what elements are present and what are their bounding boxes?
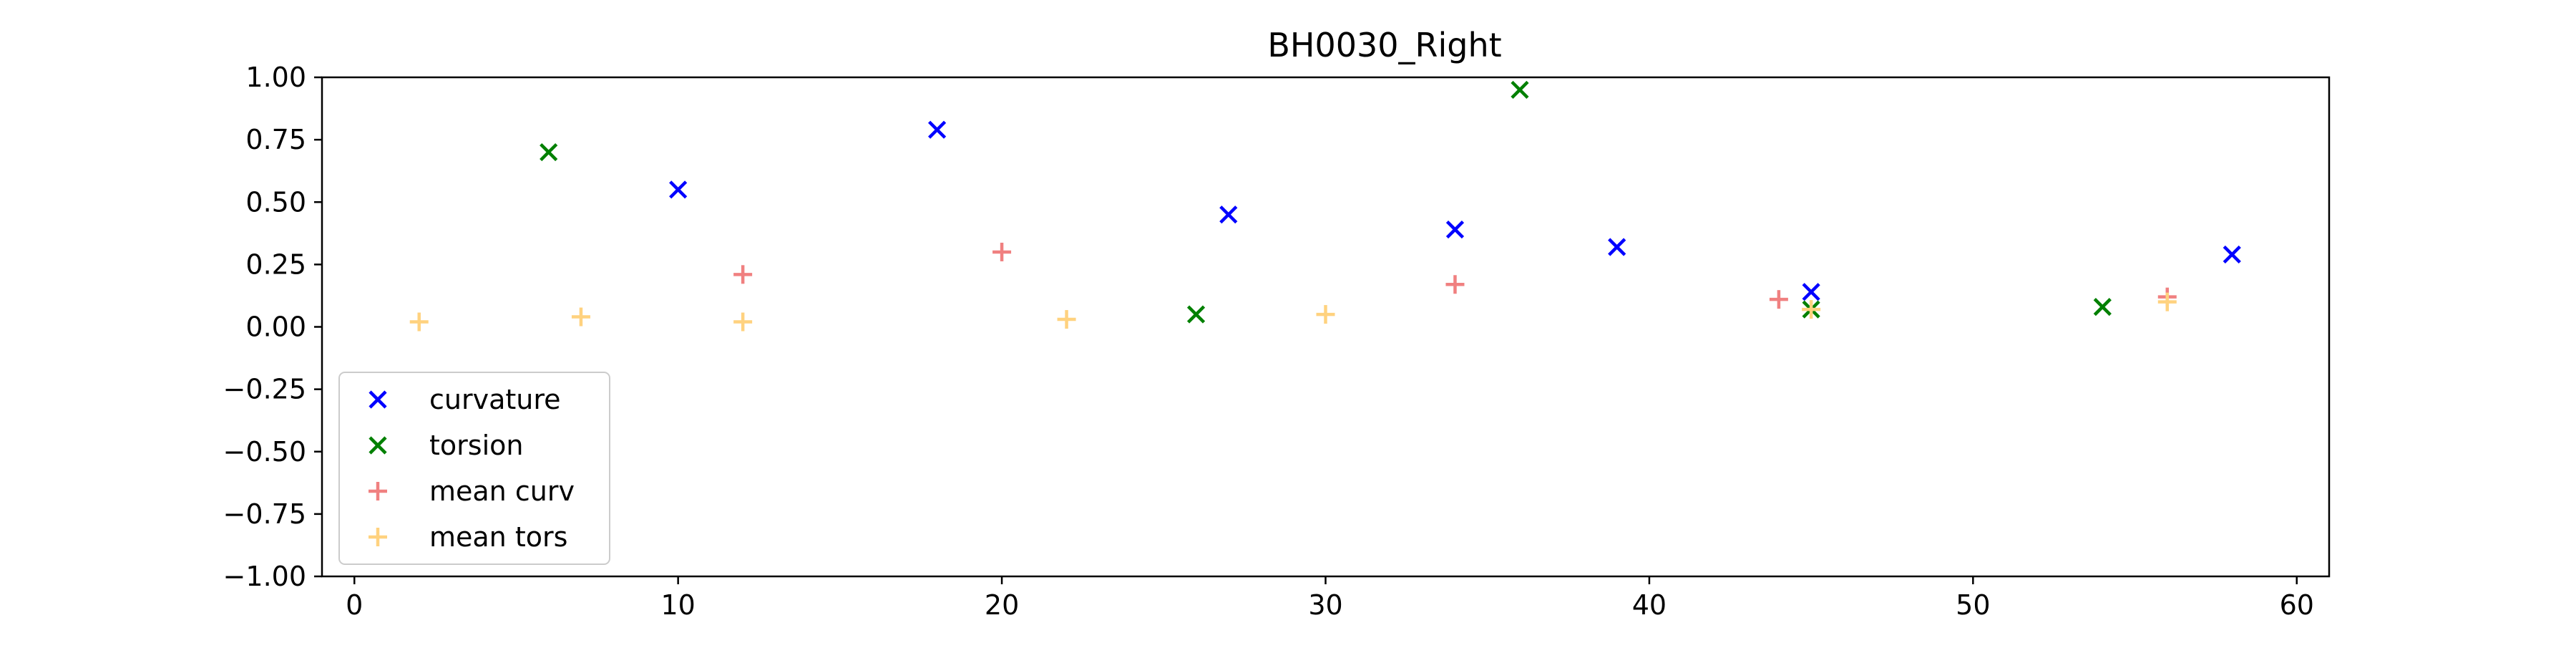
y-tick-label: −0.25 <box>223 374 306 405</box>
point-curvature <box>1445 220 1465 239</box>
plot-frame <box>321 76 2331 578</box>
data-marks <box>409 80 2241 332</box>
marker-stroke <box>1445 220 1465 239</box>
marker-stroke <box>1802 283 1820 301</box>
point-mean-curv <box>733 265 753 284</box>
legend-box <box>338 372 610 565</box>
x-tick-label: 10 <box>660 589 695 621</box>
point-torsion <box>1186 305 1206 324</box>
marker-stroke <box>540 142 558 162</box>
y-tick-label: 0.75 <box>245 124 306 155</box>
axes: 0 10 20 30 40 50 60 1.00 0.75 0.50 0.25 0.00 −0.25 −0… <box>223 62 2331 621</box>
y-tick-label: −0.75 <box>223 498 306 530</box>
legend-marker <box>369 482 387 500</box>
marker-stroke <box>1608 238 1626 256</box>
marker-stroke <box>2223 245 2241 264</box>
point-curvature <box>1608 238 1626 256</box>
point-curvature <box>2223 245 2241 264</box>
y-tick-label: 0.25 <box>245 248 306 280</box>
legend-label: mean tors <box>429 521 567 553</box>
point-mean-curv <box>1445 275 1465 294</box>
point-curvature <box>928 120 947 139</box>
point-torsion <box>2093 298 2112 316</box>
marker-stroke <box>369 436 387 455</box>
legend: curvature torsion mean curv mean tors <box>338 372 610 565</box>
marker-stroke <box>669 180 688 199</box>
x-tick-label: 40 <box>1632 589 1667 621</box>
point-mean-tors <box>733 312 753 332</box>
legend-marker <box>369 528 387 546</box>
legend-label: mean curv <box>429 475 575 507</box>
marker-stroke <box>1219 205 1238 224</box>
point-mean-tors <box>1316 305 1335 324</box>
marker-stroke <box>2093 298 2112 316</box>
point-mean-curv <box>1769 290 1788 309</box>
marker-stroke <box>1511 80 1529 100</box>
x-tick-label: 20 <box>985 589 1019 621</box>
point-mean-tors <box>2157 292 2177 311</box>
marker-stroke <box>369 390 387 409</box>
point-mean-tors <box>571 307 590 327</box>
legend-marker <box>369 390 387 409</box>
y-tick-label: 0.00 <box>245 311 306 343</box>
x-tick-label: 30 <box>1308 589 1342 621</box>
point-curvature <box>1802 283 1820 301</box>
y-tick-label: 1.00 <box>245 62 306 93</box>
x-tick-label: 60 <box>2280 589 2314 621</box>
point-curvature <box>669 180 688 199</box>
legend-marker <box>369 436 387 455</box>
point-mean-curv <box>992 242 1012 261</box>
marker-stroke <box>1186 305 1206 324</box>
y-tick-label: −1.00 <box>223 561 306 592</box>
legend-label: curvature <box>429 384 561 415</box>
x-tick-label: 0 <box>346 589 363 621</box>
point-mean-tors <box>409 312 429 332</box>
y-tick-label: 0.50 <box>245 186 306 218</box>
point-curvature <box>1219 205 1238 224</box>
marker-stroke <box>928 120 947 139</box>
point-mean-tors <box>1802 300 1821 319</box>
point-mean-tors <box>1057 310 1076 329</box>
y-tick-label: −0.50 <box>223 436 306 468</box>
x-tick-label: 50 <box>1956 589 1990 621</box>
chart-title: BH0030_Right <box>1267 26 1501 64</box>
point-torsion <box>1511 80 1529 100</box>
legend-label: torsion <box>429 430 523 461</box>
point-torsion <box>540 142 558 162</box>
